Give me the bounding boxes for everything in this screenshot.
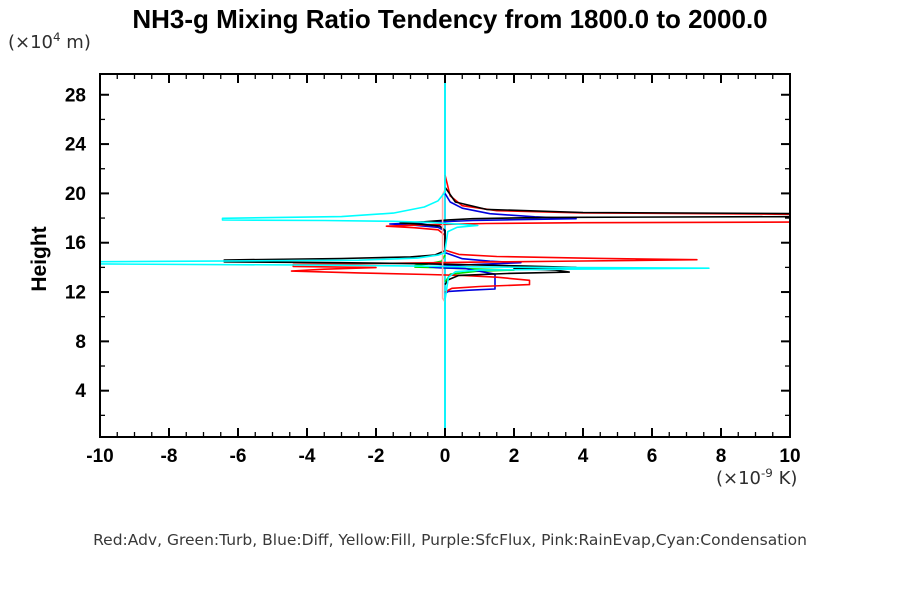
y-axis-unit-label: (×104 m) [8,30,91,53]
y-unit-prefix: (×10 [8,32,54,53]
series-color-legend: Red:Adv, Green:Turb, Blue:Diff, Yellow:F… [93,531,807,549]
y-tick-label: 12 [65,283,86,304]
x-axis-unit-label: (×10-9 K) [716,466,797,489]
y-unit-exponent: 4 [53,30,61,44]
x-tick-label: 2 [509,446,520,467]
x-tick-label: 4 [578,446,589,467]
x-tick-label: -2 [368,446,385,467]
y-tick-label: 16 [65,233,86,254]
x-tick-label: 10 [779,446,800,467]
x-tick-label: -6 [230,446,247,467]
y-tick-label: 20 [65,184,86,205]
x-unit-exponent: -9 [761,466,773,480]
x-tick-label: -4 [299,446,316,467]
x-tick-label: -10 [86,446,113,467]
axis-ticks [99,74,791,437]
y-tick-label: 8 [75,332,86,353]
x-tick-label: 6 [647,446,658,467]
x-tick-label: 0 [440,446,451,467]
chart-title: NH3-g Mixing Ratio Tendency from 1800.0 … [132,4,768,34]
y-tick-label: 4 [75,381,86,402]
y-tick-label: 24 [65,135,87,156]
x-tick-label: -8 [161,446,178,467]
series-line-pink-rainevap [441,189,446,303]
series-line-red-adv [290,174,790,293]
y-unit-suffix: m) [60,32,91,53]
y-tick-label: 28 [65,85,86,106]
x-unit-suffix: K) [772,468,798,489]
x-unit-prefix: (×10 [716,468,762,489]
plot-area [100,74,790,437]
x-tick-label: 8 [716,446,727,467]
series-line-cyan-condensation [100,76,710,437]
